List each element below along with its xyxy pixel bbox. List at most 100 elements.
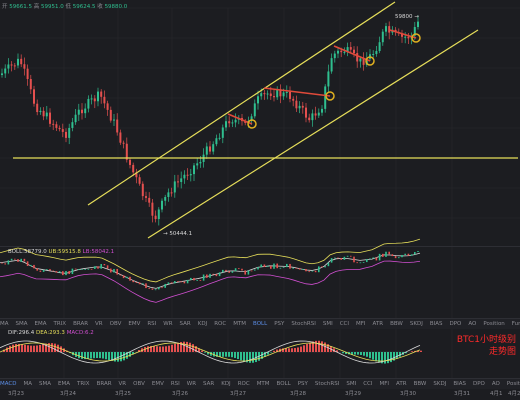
candle-body (308, 117, 311, 121)
indicator-tab-psy[interactable]: PSY (297, 381, 308, 387)
boll-candle (241, 268, 243, 271)
indicator-tab-wr[interactable]: WR (163, 321, 173, 327)
indicator-tab-fundflow[interactable]: Fundflow (511, 321, 520, 327)
indicator-tab-psy[interactable]: PSY (274, 321, 285, 327)
indicator-tab-rsi[interactable]: RSI (147, 321, 157, 327)
macd-histogram-bar (306, 343, 308, 352)
indicator-tab-ema[interactable]: EMA (58, 381, 70, 387)
channel-upper-line[interactable] (87, 1, 396, 206)
indicator-tab-wr[interactable]: WR (186, 381, 197, 387)
indicator-tab-bbw[interactable]: BBW (413, 381, 427, 387)
indicator-tab-vr[interactable]: VR (118, 381, 127, 387)
resistance-line-3[interactable] (333, 45, 371, 62)
indicator-tab-roc[interactable]: ROC (214, 321, 227, 327)
indicator-tab-skdj[interactable]: SKDJ (433, 381, 447, 387)
indicator-tab-cci[interactable]: CCI (339, 321, 349, 327)
indicator-tab-stochrsi[interactable]: StochRSI (291, 321, 316, 327)
breakout-marker-4[interactable] (411, 33, 421, 43)
indicator-tab-position[interactable]: Position (483, 321, 505, 327)
indicator-tab-ema[interactable]: EMA (34, 321, 47, 327)
indicator-tab-smi[interactable]: SMI (346, 381, 357, 387)
date-tick: 3月28 (290, 391, 306, 397)
indicator-tab-bias[interactable]: BIAS (453, 381, 466, 387)
indicator-tab-position[interactable]: Position (506, 381, 520, 387)
boll-candle (17, 259, 19, 262)
macd-histogram-bar (321, 341, 323, 352)
indicator-tab-atr[interactable]: ATR (372, 321, 384, 327)
indicator-tab-ao[interactable]: AO (491, 381, 500, 387)
indicator-tab-dpo[interactable]: DPO (449, 321, 462, 327)
boll-candle (39, 270, 42, 272)
indicator-tab-kdj[interactable]: KDJ (197, 321, 208, 327)
indicator-tab-sar[interactable]: SAR (203, 381, 215, 387)
indicator-tab-roc[interactable]: ROC (237, 381, 250, 387)
indicator-tab-ao[interactable]: AO (468, 321, 477, 327)
indicator-tab-brar[interactable]: BRAR (96, 381, 112, 387)
indicator-tab-trix[interactable]: TRIX (53, 321, 67, 327)
indicator-tab-ma[interactable]: MA (0, 321, 9, 327)
indicator-tab-atr[interactable]: ATR (396, 381, 407, 387)
macd-histogram-bar (324, 342, 326, 352)
indicator-tab-obv[interactable]: OBV (109, 321, 122, 327)
candle-body (285, 91, 288, 93)
macd-histogram-bar (219, 352, 221, 357)
indicator-tab-sar[interactable]: SAR (179, 321, 191, 327)
indicator-tab-boll[interactable]: BOLL (276, 381, 291, 387)
candle-body (327, 71, 330, 87)
macd-histogram-bar (312, 341, 314, 352)
indicator-tab-brar[interactable]: BRAR (73, 321, 89, 327)
indicator-tab-mfi[interactable]: MFI (379, 381, 390, 387)
indicator-tab-dpo[interactable]: DPO (472, 381, 485, 387)
indicator-tab-sma[interactable]: SMA (15, 321, 28, 327)
breakout-marker-1[interactable] (247, 119, 257, 129)
indicator-tab-sma[interactable]: SMA (39, 381, 52, 387)
indicator-tab-boll[interactable]: BOLL (253, 321, 268, 327)
macd-histogram-bar (195, 346, 197, 352)
date-tick: 3月31 (454, 391, 470, 397)
breakout-marker-3[interactable] (365, 56, 375, 66)
boll-candle (1, 262, 3, 264)
boll-candle (295, 267, 298, 269)
boll-candle (321, 266, 323, 268)
macd-histogram-bar (399, 352, 401, 357)
resistance-line-2[interactable] (263, 87, 331, 97)
indicator-tab-emv[interactable]: EMV (151, 381, 164, 387)
boll-candle (119, 274, 122, 276)
macd-dea: DEA:293.3 (35, 330, 65, 336)
candle-body (330, 58, 333, 72)
boll-candle (378, 253, 381, 261)
indicator-tab-obv[interactable]: OBV (133, 381, 145, 387)
macd-histogram-bar (36, 345, 38, 352)
macd-histogram-bar (291, 348, 293, 352)
boll-candle (20, 258, 22, 262)
indicator-tab-mtm[interactable]: MTM (256, 381, 270, 387)
indicator-tab-ma[interactable]: MA (23, 381, 33, 387)
macd-histogram-bar (294, 348, 296, 352)
indicator-tab-stochrsi[interactable]: StochRSI (314, 381, 340, 387)
channel-lower-line[interactable] (147, 29, 479, 239)
indicator-tab-vr[interactable]: VR (95, 321, 103, 327)
indicator-tab-macd[interactable]: MACD (0, 381, 17, 387)
candle-body (353, 49, 355, 54)
indicator-tab-mfi[interactable]: MFI (356, 321, 366, 327)
indicator-tab-bias[interactable]: BIAS (429, 321, 443, 327)
macd-histogram-bar (45, 343, 47, 352)
macd-histogram-bar (240, 352, 242, 361)
indicator-tab-mtm[interactable]: MTM (233, 321, 247, 327)
indicator-tab-bbw[interactable]: BBW (390, 321, 403, 327)
candle-body (17, 58, 19, 66)
candle-body (154, 215, 157, 220)
breakout-marker-2[interactable] (325, 91, 335, 101)
indicator-tab-kdj[interactable]: KDJ (221, 381, 231, 387)
indicator-tab-skdj[interactable]: SKDJ (409, 321, 423, 327)
candle-body (189, 174, 192, 176)
indicator-tab-trix[interactable]: TRIX (77, 381, 90, 387)
macd-histogram-bar (390, 352, 392, 363)
indicator-tab-cci[interactable]: CCI (363, 381, 373, 387)
macd-histogram-bar (303, 345, 305, 352)
candle-body (324, 86, 327, 109)
indicator-tab-emv[interactable]: EMV (128, 321, 141, 327)
indicator-tab-rsi[interactable]: RSI (170, 381, 180, 387)
indicator-tab-smi[interactable]: SMI (322, 321, 333, 327)
